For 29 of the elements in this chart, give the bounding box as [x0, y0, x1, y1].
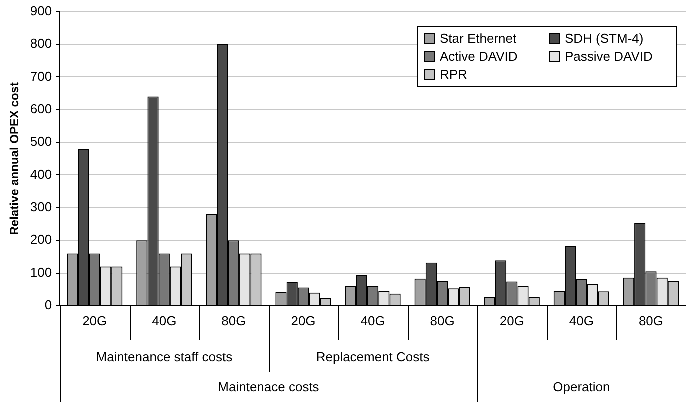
x-tick-label: 80G — [222, 313, 246, 328]
legend-label: SDH (STM-4) — [565, 31, 644, 46]
legend-label: RPR — [440, 67, 468, 82]
x-tick-label: 80G — [430, 313, 455, 328]
x-tick-label: 40G — [569, 313, 594, 328]
text: Maintenace costs — [218, 380, 320, 395]
legend-label: Star Ethernet — [440, 31, 517, 46]
y-tick-label: 100 — [30, 264, 52, 280]
legend-label: Active DAVID — [440, 49, 518, 64]
text: Maintenance staff costs — [96, 350, 234, 365]
text: Replacement Costs — [316, 350, 430, 365]
y-tick-label: 700 — [30, 68, 52, 84]
x-tick-label: 40G — [152, 313, 177, 328]
y-tick-label: 0 — [44, 298, 52, 313]
x-tick-label: 20G — [500, 313, 524, 328]
x-tick-label: 80G — [638, 313, 664, 328]
y-tick-label: 800 — [30, 36, 52, 52]
text: Operation — [553, 380, 610, 395]
x-tick-label: 20G — [291, 313, 316, 328]
x-tick-label: 40G — [360, 313, 386, 328]
y-tick-label: 900 — [30, 3, 52, 18]
y-tick-label: 300 — [30, 200, 52, 215]
y-axis-title: Relative annual OPEX cost — [8, 82, 22, 236]
y-tick-label: 400 — [30, 166, 52, 182]
x-tick-label: 20G — [82, 313, 108, 328]
y-tick-label: 600 — [30, 101, 52, 116]
y-tick-label: 500 — [30, 134, 52, 150]
legend-label: Passive DAVID — [565, 49, 653, 64]
y-tick-label: 200 — [30, 232, 52, 248]
